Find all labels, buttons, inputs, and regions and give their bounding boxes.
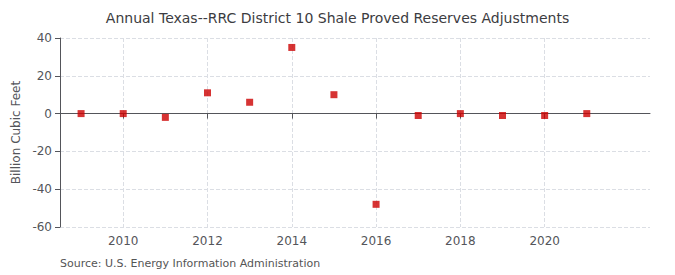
svg-text:40: 40 — [37, 31, 52, 45]
svg-text:2012: 2012 — [192, 234, 223, 248]
svg-text:2018: 2018 — [445, 234, 476, 248]
svg-text:Billion Cubic Feet: Billion Cubic Feet — [9, 81, 23, 185]
svg-text:-60: -60 — [32, 220, 52, 234]
svg-text:2010: 2010 — [108, 234, 139, 248]
svg-text:0: 0 — [44, 107, 52, 121]
svg-text:Annual Texas--RRC District 10: Annual Texas--RRC District 10 Shale Prov… — [106, 10, 569, 26]
svg-text:2020: 2020 — [529, 234, 560, 248]
svg-text:2014: 2014 — [277, 234, 308, 248]
svg-text:-20: -20 — [32, 144, 52, 158]
svg-text:-40: -40 — [32, 182, 52, 196]
svg-text:Source: U.S. Energy Informatio: Source: U.S. Energy Information Administ… — [60, 257, 320, 270]
svg-text:20: 20 — [37, 69, 52, 83]
svg-text:2016: 2016 — [361, 234, 392, 248]
